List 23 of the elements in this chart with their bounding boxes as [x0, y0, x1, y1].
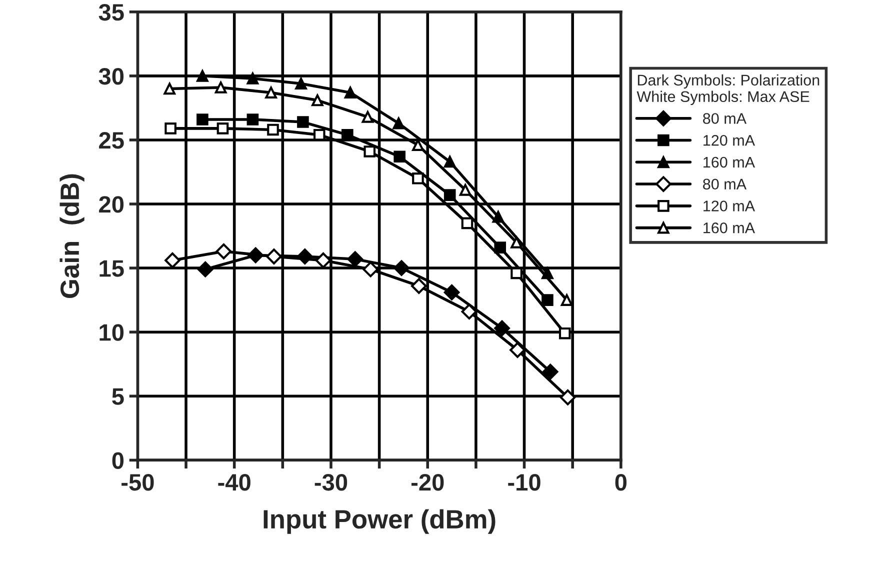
y-tick-label: 30	[98, 68, 124, 85]
legend-title: Dark Symbols: Polarization White Symbols: Max ASE	[636, 74, 820, 106]
legend-label: 120 mA	[704, 200, 756, 212]
legend-label: 120 mA	[704, 134, 756, 146]
y-tick-label: 35	[98, 4, 124, 21]
y-tick-label: 20	[99, 196, 124, 213]
y-tick-label: 25	[99, 132, 124, 149]
x-tick-label: 0	[615, 474, 627, 491]
x-tick-label: -30	[314, 474, 348, 491]
x-tick-label: -10	[508, 474, 540, 491]
x-tick-label: -50	[122, 474, 154, 491]
legend-label: 160 mA	[704, 222, 756, 234]
y-tick-label: 5	[112, 388, 124, 405]
x-axis-title: Input Power (dBm)	[264, 509, 496, 534]
legend-label: 80 mA	[703, 178, 747, 190]
y-axis-title: Gain (dB)	[60, 174, 84, 298]
x-tick-label: -20	[411, 474, 444, 491]
y-tick-label: 15	[100, 260, 124, 277]
y-tick-label: 10	[100, 324, 124, 341]
legend-label: 80 mA	[703, 113, 747, 124]
x-tick-label: -40	[218, 474, 250, 491]
y-tick-label: 0	[112, 452, 124, 469]
legend-label: 160 mA	[704, 156, 756, 168]
